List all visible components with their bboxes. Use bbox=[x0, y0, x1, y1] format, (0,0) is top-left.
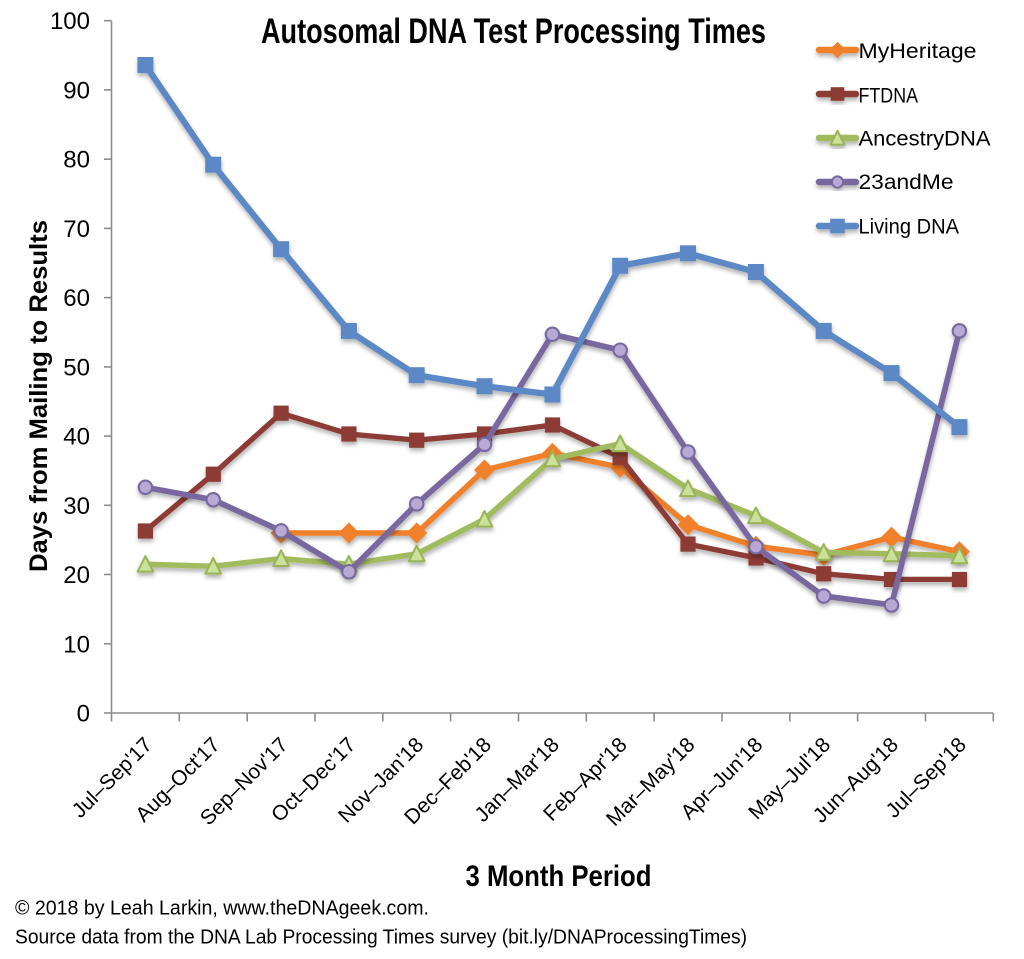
svg-text:60: 60 bbox=[63, 285, 90, 312]
svg-text:Source data from the DNA Lab P: Source data from the DNA Lab Processing … bbox=[15, 927, 747, 949]
svg-text:MyHeritage: MyHeritage bbox=[859, 40, 977, 63]
svg-text:90: 90 bbox=[63, 77, 90, 104]
svg-text:FTDNA: FTDNA bbox=[859, 84, 919, 107]
svg-text:100: 100 bbox=[50, 8, 90, 35]
svg-text:AncestryDNA: AncestryDNA bbox=[859, 127, 991, 150]
svg-text:3 Month Period: 3 Month Period bbox=[466, 860, 652, 893]
svg-text:40: 40 bbox=[63, 424, 90, 451]
svg-text:70: 70 bbox=[63, 216, 90, 243]
svg-text:10: 10 bbox=[63, 631, 90, 658]
svg-text:50: 50 bbox=[63, 354, 90, 381]
svg-text:Days from Mailing to Results: Days from Mailing to Results bbox=[25, 220, 53, 572]
svg-text:Living DNA: Living DNA bbox=[859, 216, 960, 239]
svg-text:23andMe: 23andMe bbox=[859, 171, 954, 194]
svg-text:30: 30 bbox=[63, 493, 90, 520]
svg-text:20: 20 bbox=[63, 562, 90, 589]
svg-text:© 2018 by Leah Larkin, www.the: © 2018 by Leah Larkin, www.theDNAgeek.co… bbox=[15, 897, 429, 919]
svg-text:80: 80 bbox=[63, 147, 90, 174]
svg-text:0: 0 bbox=[77, 701, 90, 728]
svg-text:Autosomal DNA Test Processing: Autosomal DNA Test Processing Times bbox=[261, 12, 766, 51]
